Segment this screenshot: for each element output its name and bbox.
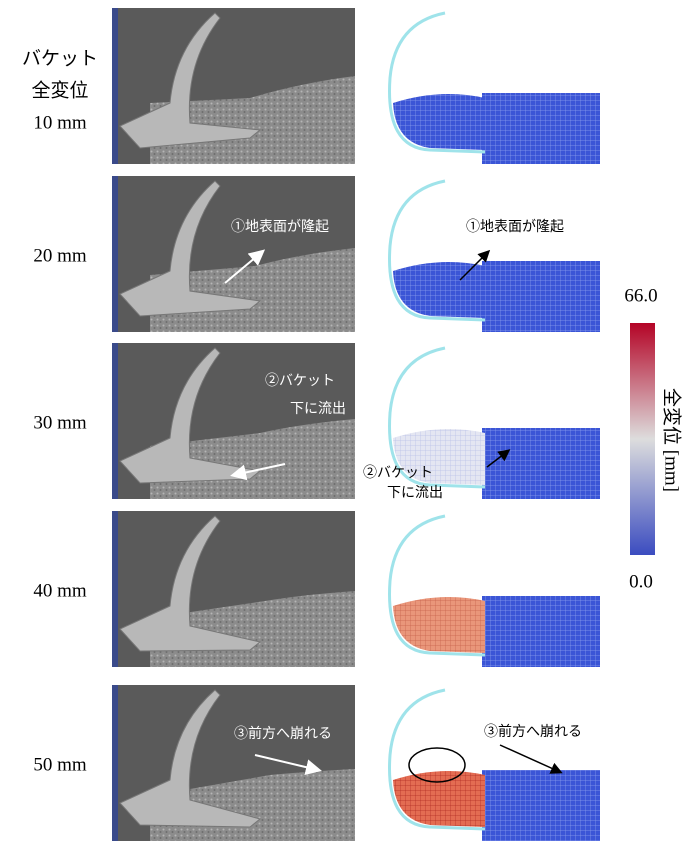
annotation: 下に流出 <box>290 401 346 417</box>
colorbar-max: 66.0 <box>624 285 657 306</box>
sim-ground <box>482 93 600 164</box>
annotation: ②バケット <box>265 373 335 389</box>
sim-ground <box>482 596 600 667</box>
annotation: 下に流出 <box>387 485 443 501</box>
photo-wall <box>112 176 118 332</box>
colorbar <box>630 323 655 555</box>
annotation: ③前方へ崩れる <box>484 723 582 740</box>
sim-ground <box>482 428 600 499</box>
annotation: ①地表面が隆起 <box>231 219 329 235</box>
photo-wall <box>112 343 118 499</box>
row-label: 10 mm <box>33 112 87 133</box>
header-line: バケット <box>22 48 98 69</box>
annotation: ②バケット <box>363 465 433 481</box>
colorbar-label: 全変位 [mm] <box>661 388 682 492</box>
row-label: 30 mm <box>33 412 87 433</box>
annotation: ①地表面が隆起 <box>466 219 564 235</box>
photo-wall <box>112 685 118 841</box>
row-label: 20 mm <box>33 245 87 266</box>
header-line: 全変位 <box>31 79 88 101</box>
row-label: 40 mm <box>33 580 87 601</box>
sim-ground <box>482 261 600 332</box>
row-label: 50 mm <box>33 754 87 775</box>
figure: バケット全変位 10 mm 20 mm ①地表面が隆起 ①地表面が隆起 30 mm ②バケッ… <box>0 0 682 843</box>
sim-ground <box>482 770 600 841</box>
annotation: ③前方へ崩れる <box>234 725 332 742</box>
page: バケット全変位 10 mm 20 mm ①地表面が隆起 ①地表面が隆起 30 mm ②バケッ… <box>0 0 682 848</box>
photo-wall <box>112 511 118 667</box>
colorbar-min: 0.0 <box>629 571 653 592</box>
arrow <box>500 745 560 772</box>
photo-wall <box>112 8 118 164</box>
